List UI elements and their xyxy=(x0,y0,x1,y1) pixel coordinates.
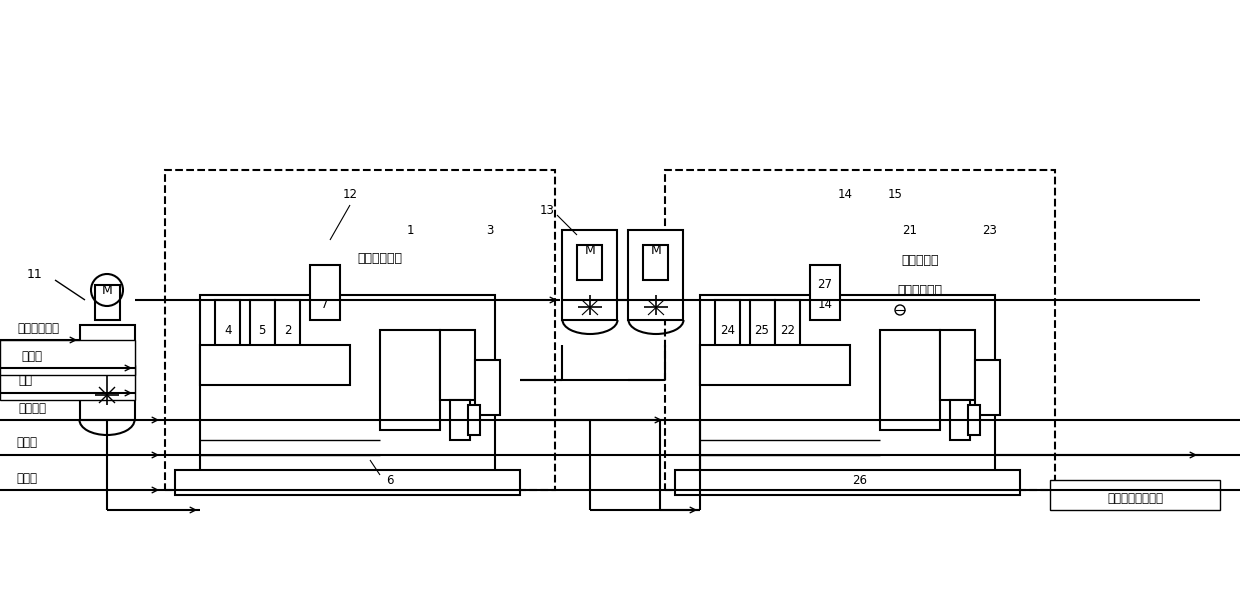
Text: 22: 22 xyxy=(780,324,796,337)
Bar xyxy=(644,245,668,280)
Text: 14: 14 xyxy=(837,188,853,202)
Bar xyxy=(215,300,241,350)
Bar xyxy=(950,400,970,440)
Text: M: M xyxy=(651,243,661,257)
Text: M: M xyxy=(102,283,113,297)
Text: 21: 21 xyxy=(903,224,918,236)
Bar xyxy=(880,330,940,430)
Text: 冷却介质出水: 冷却介质出水 xyxy=(357,252,403,264)
Text: 溶剂: 溶剂 xyxy=(19,374,32,388)
Text: 冷却介质: 冷却介质 xyxy=(19,401,46,414)
Bar xyxy=(440,330,475,400)
Bar xyxy=(775,300,800,350)
Bar xyxy=(467,405,480,435)
Text: 气提剂: 气提剂 xyxy=(16,437,37,450)
Bar xyxy=(750,300,775,350)
Bar xyxy=(200,345,350,385)
Bar xyxy=(577,245,601,280)
Text: 26: 26 xyxy=(853,474,868,487)
Bar xyxy=(310,265,340,320)
Bar xyxy=(450,400,470,440)
Text: 4: 4 xyxy=(224,324,232,337)
Bar xyxy=(810,265,839,320)
Bar xyxy=(275,300,300,350)
Bar xyxy=(379,330,440,430)
Text: 2: 2 xyxy=(284,324,291,337)
Bar xyxy=(175,470,520,495)
Bar xyxy=(975,360,999,415)
Bar xyxy=(475,360,500,415)
Text: 24: 24 xyxy=(720,324,735,337)
Text: 11: 11 xyxy=(27,269,43,282)
Text: 稀土异戊橡胶产品: 稀土异戊橡胶产品 xyxy=(1107,492,1163,505)
Text: 14: 14 xyxy=(817,298,832,312)
Text: 25: 25 xyxy=(755,324,770,337)
Bar xyxy=(665,170,1055,490)
Text: 溶剂回收工段: 溶剂回收工段 xyxy=(898,283,942,297)
Text: 5: 5 xyxy=(258,324,265,337)
Bar xyxy=(0,365,135,400)
Bar xyxy=(701,345,849,385)
Bar xyxy=(0,340,135,375)
Text: M: M xyxy=(584,243,595,257)
Bar xyxy=(940,330,975,400)
Text: 27: 27 xyxy=(817,279,832,291)
Text: 3: 3 xyxy=(486,224,494,236)
Bar xyxy=(675,470,1021,495)
Bar xyxy=(250,300,275,350)
Bar xyxy=(701,295,994,475)
Bar xyxy=(1050,480,1220,510)
Bar xyxy=(715,300,740,350)
Text: 6: 6 xyxy=(386,474,394,487)
Bar xyxy=(165,170,556,490)
Bar xyxy=(81,325,135,420)
Text: 1: 1 xyxy=(407,224,414,236)
Text: 蒸气凝结冰: 蒸气凝结冰 xyxy=(901,254,939,267)
Text: 异戊二烯单体: 异戊二烯单体 xyxy=(17,322,60,334)
Text: 催化剂: 催化剂 xyxy=(21,349,42,362)
Text: 23: 23 xyxy=(982,224,997,236)
Text: 13: 13 xyxy=(539,203,554,216)
Bar xyxy=(200,295,495,475)
Text: 15: 15 xyxy=(888,188,903,202)
Text: 7: 7 xyxy=(321,298,329,312)
Bar xyxy=(562,230,618,320)
Bar xyxy=(627,230,683,320)
Text: 12: 12 xyxy=(342,188,357,202)
Bar xyxy=(95,285,120,320)
Bar xyxy=(968,405,980,435)
Text: 水蒸气: 水蒸气 xyxy=(16,471,37,484)
